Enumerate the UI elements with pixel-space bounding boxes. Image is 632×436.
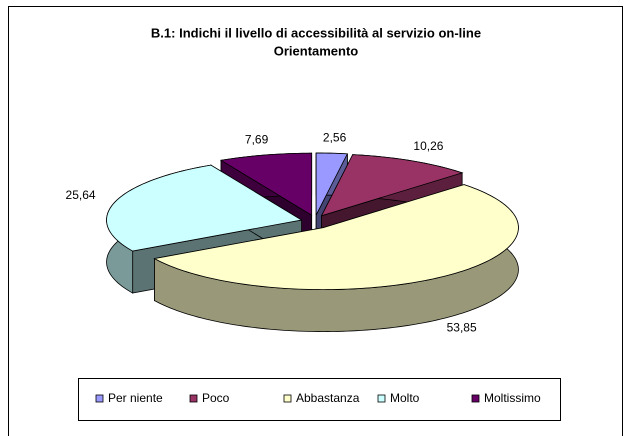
legend-label: Molto bbox=[390, 391, 420, 405]
chart-title: Orientamento bbox=[274, 43, 359, 58]
legend-swatch bbox=[471, 394, 480, 403]
slice bbox=[320, 154, 464, 217]
data-label: 25,64 bbox=[66, 188, 96, 202]
data-label: 10,26 bbox=[413, 139, 443, 153]
slice bbox=[153, 184, 519, 290]
legend-label: Abbastanza bbox=[296, 391, 360, 405]
legend-box bbox=[78, 378, 561, 421]
slice bbox=[315, 152, 348, 216]
legend-swatch bbox=[283, 394, 292, 403]
legend-label: Poco bbox=[202, 391, 230, 405]
legend-label: Per niente bbox=[108, 391, 163, 405]
slice bbox=[219, 152, 313, 216]
legend-label: Moltissimo bbox=[484, 391, 541, 405]
data-label: 7,69 bbox=[245, 132, 269, 146]
data-label: 2,56 bbox=[323, 130, 347, 144]
data-label: 53,85 bbox=[447, 320, 477, 334]
legend-swatch bbox=[189, 394, 198, 403]
slice bbox=[106, 164, 303, 252]
chart-frame bbox=[8, 6, 623, 436]
legend-swatch bbox=[377, 394, 386, 403]
legend-swatch bbox=[95, 394, 104, 403]
chart-title: B.1: Indichi il livello di accessibilità… bbox=[151, 25, 481, 40]
